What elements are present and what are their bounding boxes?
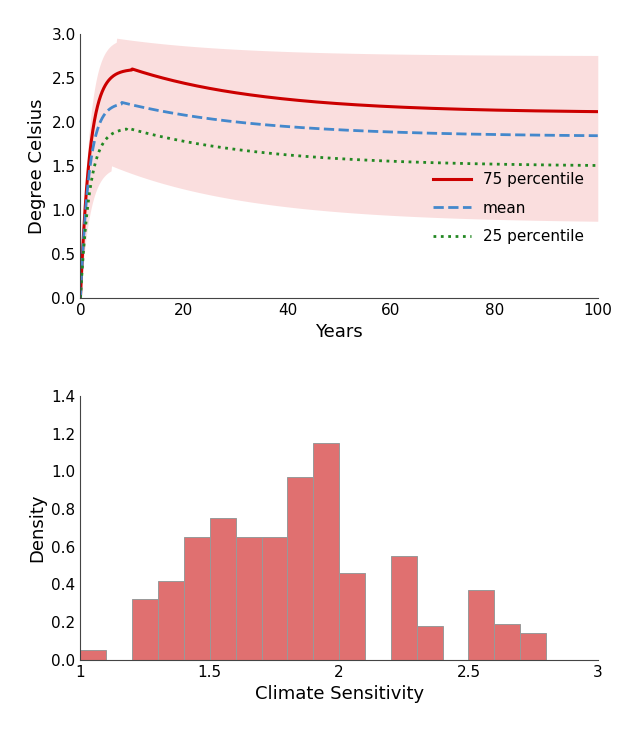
- mean: [77, 293, 84, 302]
- Legend: 75 percentile, mean, 25 percentile: 75 percentile, mean, 25 percentile: [426, 166, 590, 251]
- 25 percentile: [490, 160, 497, 169]
- Bar: [158, 580, 184, 660]
- mean: [286, 122, 294, 131]
- Bar: [468, 590, 494, 660]
- mean: [490, 130, 497, 139]
- mean: [305, 124, 313, 132]
- X-axis label: Climate Sensitivity: Climate Sensitivity: [255, 685, 424, 703]
- 25 percentile: [124, 124, 131, 132]
- 25 percentile: [433, 159, 440, 167]
- mean: [130, 101, 138, 110]
- Bar: [417, 626, 443, 660]
- Bar: [210, 518, 236, 660]
- 25 percentile: [286, 151, 294, 159]
- 25 percentile: [130, 126, 138, 135]
- Y-axis label: Density: Density: [28, 493, 46, 562]
- Bar: [184, 537, 210, 660]
- 25 percentile: [594, 161, 602, 170]
- 75 percentile: [490, 106, 497, 115]
- 75 percentile: [305, 97, 313, 106]
- Bar: [132, 599, 158, 660]
- 75 percentile: [481, 105, 488, 114]
- 75 percentile: [433, 104, 440, 113]
- Bar: [313, 443, 339, 660]
- Bar: [236, 537, 262, 660]
- Bar: [339, 573, 365, 660]
- 75 percentile: [130, 65, 138, 74]
- 75 percentile: [286, 95, 294, 104]
- 25 percentile: [77, 293, 84, 302]
- Line: 25 percentile: 25 percentile: [81, 128, 598, 298]
- Line: mean: mean: [81, 102, 598, 298]
- 75 percentile: [77, 293, 84, 302]
- Bar: [262, 537, 287, 660]
- mean: [433, 129, 440, 137]
- mean: [118, 98, 125, 107]
- X-axis label: Years: Years: [316, 323, 363, 341]
- Bar: [494, 624, 520, 660]
- mean: [594, 132, 602, 140]
- 75 percentile: [129, 64, 136, 73]
- Y-axis label: Degree Celsius: Degree Celsius: [28, 98, 46, 233]
- 25 percentile: [481, 159, 488, 168]
- Line: 75 percentile: 75 percentile: [81, 69, 598, 298]
- Bar: [287, 477, 313, 660]
- Bar: [391, 556, 417, 660]
- Bar: [81, 651, 106, 660]
- 75 percentile: [594, 107, 602, 116]
- 25 percentile: [305, 152, 313, 161]
- mean: [481, 130, 488, 139]
- Bar: [520, 633, 546, 660]
